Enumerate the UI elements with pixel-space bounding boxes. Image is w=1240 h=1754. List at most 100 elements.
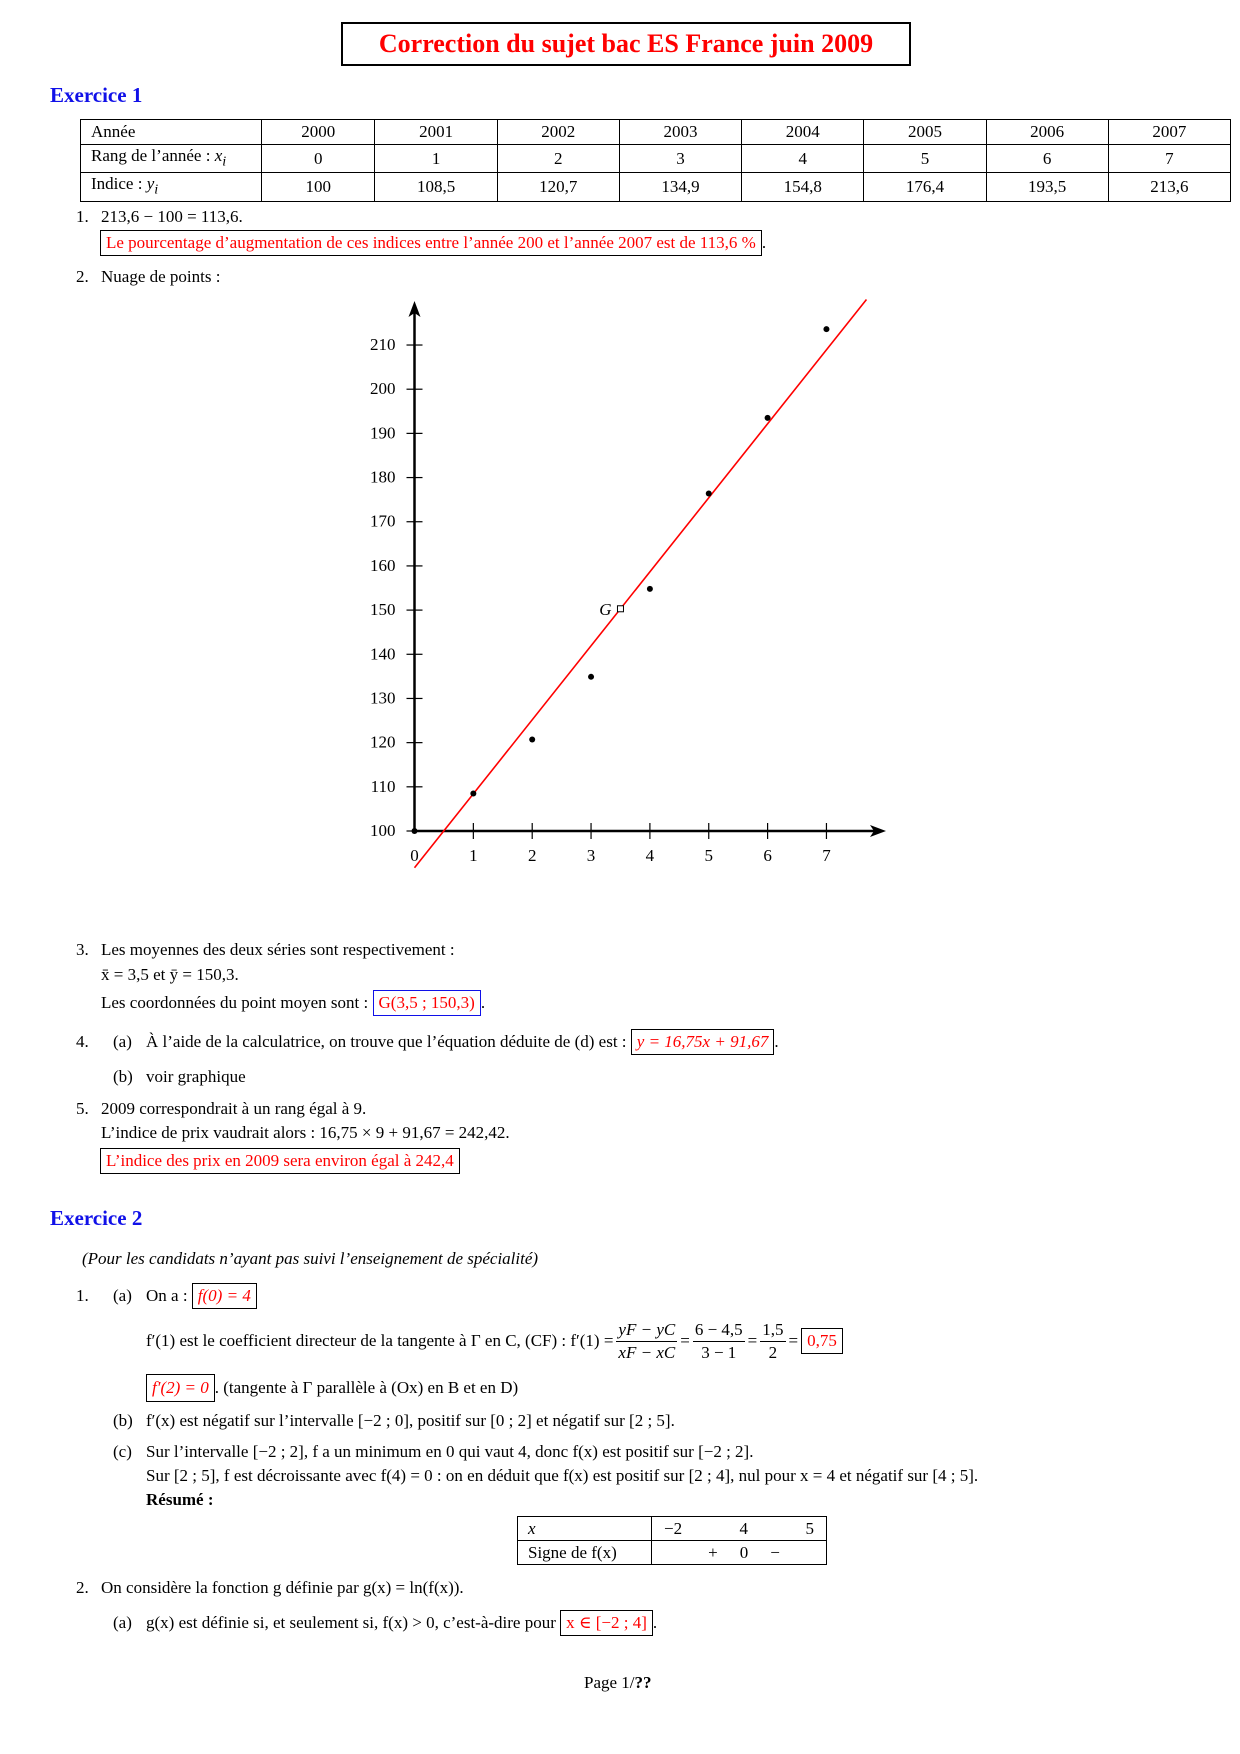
data-point <box>646 585 653 592</box>
table-row: Signe de f(x) +0 − <box>517 1540 827 1565</box>
sub: i <box>154 181 159 198</box>
q3-line2: x̄ = 3,5 et ȳ = 150,3. <box>101 965 239 984</box>
sign-value: 0 <box>739 1542 749 1562</box>
y-tick-label: 110 <box>371 777 396 796</box>
page-total: ?? <box>634 1673 652 1692</box>
document-title: Correction du sujet bac ES France juin 2… <box>341 22 911 66</box>
y-tick-label: 190 <box>370 423 396 442</box>
q5-num: 5. <box>76 1099 89 1118</box>
q1-answer: Le pourcentage d’augmentation de ces ind… <box>100 230 762 256</box>
data-point <box>470 790 477 797</box>
ex2-q1a-line2: f′(1) est le coefficient directeur de la… <box>146 1316 843 1366</box>
x-tick-label: 3 <box>587 846 596 865</box>
table-row: Année 2000 2001 2002 2003 2004 2005 2006 2007 <box>80 119 1232 145</box>
frac-den: 2 <box>768 1342 778 1362</box>
sign-values: −2 4 5 <box>651 1516 827 1541</box>
ex2-q2a-label: (a) <box>113 1613 132 1632</box>
ex2-q1a-text: On a : <box>146 1286 188 1305</box>
frac-num: 6 − 4,5 <box>692 1319 745 1342</box>
q4b-text: voir graphique <box>146 1067 246 1086</box>
data-table: Année 2000 2001 2002 2003 2004 2005 2006 2007 R… <box>80 119 1232 202</box>
scatter-chart: 0 1 2 3 4 5 6 7 100 110 120 130 140 150 160 170 180 190 20… <box>370 298 886 869</box>
x-value: 4 <box>739 1518 749 1538</box>
table-cell: 0 <box>260 143 376 174</box>
fraction-simplified: 1,5 2 <box>760 1319 786 1364</box>
table-cell: 134,9 <box>618 172 743 202</box>
y-tick-label: 210 <box>370 335 396 354</box>
y-tick-label: 200 <box>370 379 396 398</box>
var: y <box>146 174 155 194</box>
y-tick-label: 130 <box>370 688 396 707</box>
q5-answer: L’indice des prix en 2009 sera environ é… <box>100 1148 460 1174</box>
x-tick-label: 6 <box>763 846 772 865</box>
ex2-q1a-line3: f′(2) = 0. (tangente à Γ parallèle à (Ox… <box>146 1374 518 1402</box>
page-number: Page 1/?? <box>584 1672 652 1694</box>
ex2-q1a-answer3: f′(2) = 0 <box>146 1374 215 1402</box>
sign-values: +0 − <box>651 1540 827 1565</box>
ex2-q1a-line3-text: . (tangente à Γ parallèle à (Ox) en B et… <box>214 1378 519 1397</box>
q5-line2: L’indice de prix vaudrait alors : 16,75 … <box>101 1123 510 1142</box>
table-cell: 100 <box>260 172 376 202</box>
page-label: Page 1/ <box>584 1673 635 1692</box>
data-point <box>705 490 712 497</box>
exercise-2-heading: Exercice 2 <box>50 1206 143 1230</box>
ex2-q1a-line2-text: f′(1) est le coefficient directeur de la… <box>146 1331 614 1350</box>
ex2-q1a-answer: f(0) = 4 <box>191 1283 257 1309</box>
table-row: Indice : yi 100 108,5 120,7 134,9 154,8 176,4… <box>80 172 1232 202</box>
label-text: Indice : <box>91 174 147 194</box>
x-tick-label: 7 <box>822 846 831 865</box>
x-value: −2 <box>664 1518 683 1538</box>
sign-value: − <box>770 1542 780 1562</box>
table-row: x −2 4 5 <box>517 1516 827 1541</box>
ex2-q1c-line2: Sur [2 ; 5], f est décroissante avec f(4… <box>146 1466 979 1485</box>
mean-point <box>616 605 624 613</box>
q4a-label: (a) <box>113 1032 132 1051</box>
q2-num: 2. <box>76 267 89 286</box>
x-axis-arrow <box>870 825 886 837</box>
table-cell: 213,6 <box>1107 172 1232 202</box>
y-axis-arrow <box>408 301 421 317</box>
table-cell: 154,8 <box>741 172 865 202</box>
x-value: 5 <box>805 1518 815 1538</box>
y-tick-label: 180 <box>370 468 396 487</box>
y-tick-label: 170 <box>370 512 396 531</box>
frac-den: xF − xC <box>618 1342 676 1362</box>
table-cell: 2007 <box>1107 119 1232 145</box>
ex2-q1b-text: f′(x) est négatif sur l’intervalle [−2 ;… <box>146 1411 675 1430</box>
table-cell: 4 <box>741 143 865 174</box>
row-label: Rang de l’année : xi <box>80 143 262 174</box>
exercise-1-heading: Exercice 1 <box>50 83 143 107</box>
ex2-q1c-line1: Sur l’intervalle [−2 ; 2], f a un minimu… <box>146 1442 754 1461</box>
regression-line <box>413 298 868 869</box>
q1-calc: 213,6 − 100 = 113,6. <box>101 207 243 226</box>
q1-num: 1. <box>76 207 89 226</box>
table-cell: 176,4 <box>863 172 987 202</box>
x-tick-label: 0 <box>410 846 419 865</box>
q4a-answer: y = 16,75x + 91,67 <box>630 1029 775 1055</box>
ex2-note: (Pour les candidats n’ayant pas suivi l’… <box>82 1249 539 1268</box>
ex2-q1a-answer2: 0,75 <box>801 1328 843 1354</box>
sign-value: + <box>708 1542 718 1562</box>
sign-table: x −2 4 5 Signe de f(x) +0 − <box>517 1516 827 1565</box>
ex2-q2a-line: g(x) est définie si, et seulement si, f(… <box>146 1610 657 1636</box>
q4a-line: À l’aide de la calculatrice, on trouve q… <box>146 1029 779 1055</box>
equals: = <box>747 1331 758 1350</box>
frac-num: 1,5 <box>760 1319 786 1342</box>
q5-line1: 2009 correspondrait à un rang égal à 9. <box>101 1099 367 1118</box>
equals: = <box>788 1331 799 1350</box>
row-label: Indice : yi <box>80 172 262 202</box>
frac-den: 3 − 1 <box>701 1342 737 1362</box>
data-point <box>529 736 536 743</box>
q5-answer-line: L’indice des prix en 2009 sera environ é… <box>100 1148 460 1174</box>
q4b-label: (b) <box>113 1067 133 1086</box>
table-cell: 2001 <box>374 119 498 145</box>
ex2-q1-num: 1. <box>76 1286 89 1305</box>
frac-num: yF − yC <box>616 1319 678 1342</box>
table-cell: 2005 <box>863 119 987 145</box>
y-tick-label: 140 <box>370 644 396 663</box>
fraction-values: 6 − 4,5 3 − 1 <box>692 1319 745 1364</box>
q3-line3: Les coordonnées du point moyen sont : G(… <box>101 990 485 1016</box>
mean-point-label: G <box>599 600 611 619</box>
q4-num: 4. <box>76 1032 89 1051</box>
